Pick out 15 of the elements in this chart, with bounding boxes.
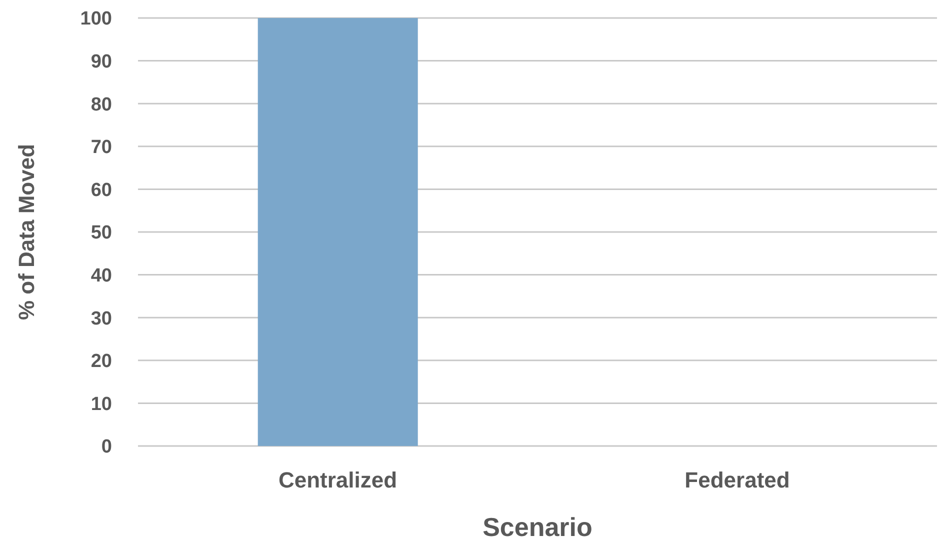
y-tick-label: 20	[90, 351, 112, 372]
y-tick-label: 80	[90, 94, 112, 116]
y-axis-title: % of Data Moved	[14, 144, 39, 320]
x-tick-label: Centralized	[278, 468, 398, 493]
y-tick-label: 50	[90, 222, 112, 244]
y-tick-label: 100	[80, 8, 112, 30]
y-tick-label: 0	[101, 436, 112, 458]
x-axis-title: Scenario	[482, 512, 592, 542]
x-tick-label: Federated	[684, 468, 790, 493]
y-tick-label: 70	[90, 137, 112, 158]
y-tick-label: 30	[90, 308, 112, 330]
y-tick-label: 10	[90, 394, 112, 415]
y-tick-label: 90	[90, 52, 112, 73]
y-tick-label: 60	[90, 180, 112, 201]
y-tick-label: 40	[90, 266, 112, 287]
